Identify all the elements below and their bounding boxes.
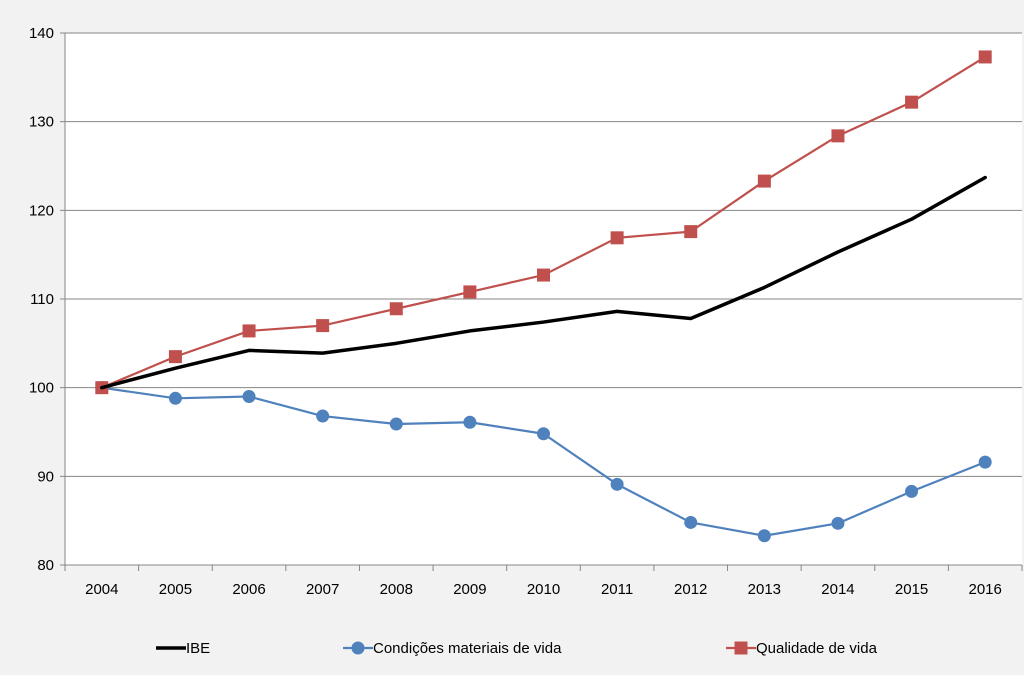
- x-tick-label: 2014: [821, 581, 854, 598]
- data-point: [316, 319, 330, 333]
- data-point: [757, 174, 771, 188]
- legend-marker: [734, 641, 748, 655]
- x-tick-label: 2016: [969, 581, 1002, 598]
- data-point: [610, 477, 624, 491]
- data-point: [389, 417, 403, 431]
- data-point: [978, 455, 992, 469]
- y-tick-label: 100: [29, 380, 54, 397]
- axes: 80 90 100 110 120 130 140 2004 2005 2006 2007 2008 2…: [29, 25, 1023, 598]
- series-line: [100, 175, 987, 390]
- x-tick-label: 2007: [306, 581, 339, 598]
- y-tick-label: 120: [29, 202, 54, 219]
- x-tick-label: 2013: [748, 581, 781, 598]
- y-tick-label: 110: [30, 291, 54, 308]
- legend-label: Qualidade de vida: [756, 640, 878, 657]
- data-point: [242, 324, 256, 338]
- data-point: [389, 302, 403, 316]
- series-group: [95, 50, 992, 543]
- data-point: [463, 285, 477, 299]
- legend: IBE Condições materiais de vida Qualidade …: [156, 640, 878, 657]
- x-tick-label: 2012: [674, 581, 707, 598]
- data-point: [978, 50, 992, 64]
- x-tick-label: 2015: [895, 581, 928, 598]
- data-point: [242, 390, 256, 404]
- x-tick-label: 2011: [601, 581, 633, 598]
- legend-label: Condições materiais de vida: [373, 640, 562, 657]
- x-tick-label: 2008: [380, 581, 413, 598]
- data-point: [537, 427, 550, 441]
- legend-marker: [351, 641, 365, 655]
- data-point: [831, 129, 845, 143]
- data-point: [168, 350, 182, 364]
- data-point: [757, 529, 771, 543]
- y-tick-label: 130: [29, 114, 54, 131]
- data-point: [610, 231, 624, 245]
- data-point: [684, 225, 698, 239]
- x-tick-label: 2005: [159, 581, 192, 598]
- data-point: [463, 415, 477, 429]
- legend-label: IBE: [186, 640, 210, 657]
- data-point: [316, 409, 330, 423]
- x-tick-label: 2006: [232, 581, 265, 598]
- x-tick-label: 2009: [453, 581, 486, 598]
- data-point: [831, 516, 845, 530]
- x-tick-label: 2010: [527, 581, 560, 598]
- x-tick-label: 2004: [85, 581, 118, 598]
- data-point: [905, 484, 919, 498]
- data-point: [537, 268, 550, 282]
- y-tick-label: 80: [37, 557, 54, 574]
- data-point: [905, 95, 919, 109]
- data-point: [684, 515, 698, 529]
- y-tick-label: 140: [29, 25, 54, 42]
- data-point: [168, 391, 182, 405]
- gridlines: [65, 32, 1022, 477]
- y-tick-label: 90: [37, 468, 54, 485]
